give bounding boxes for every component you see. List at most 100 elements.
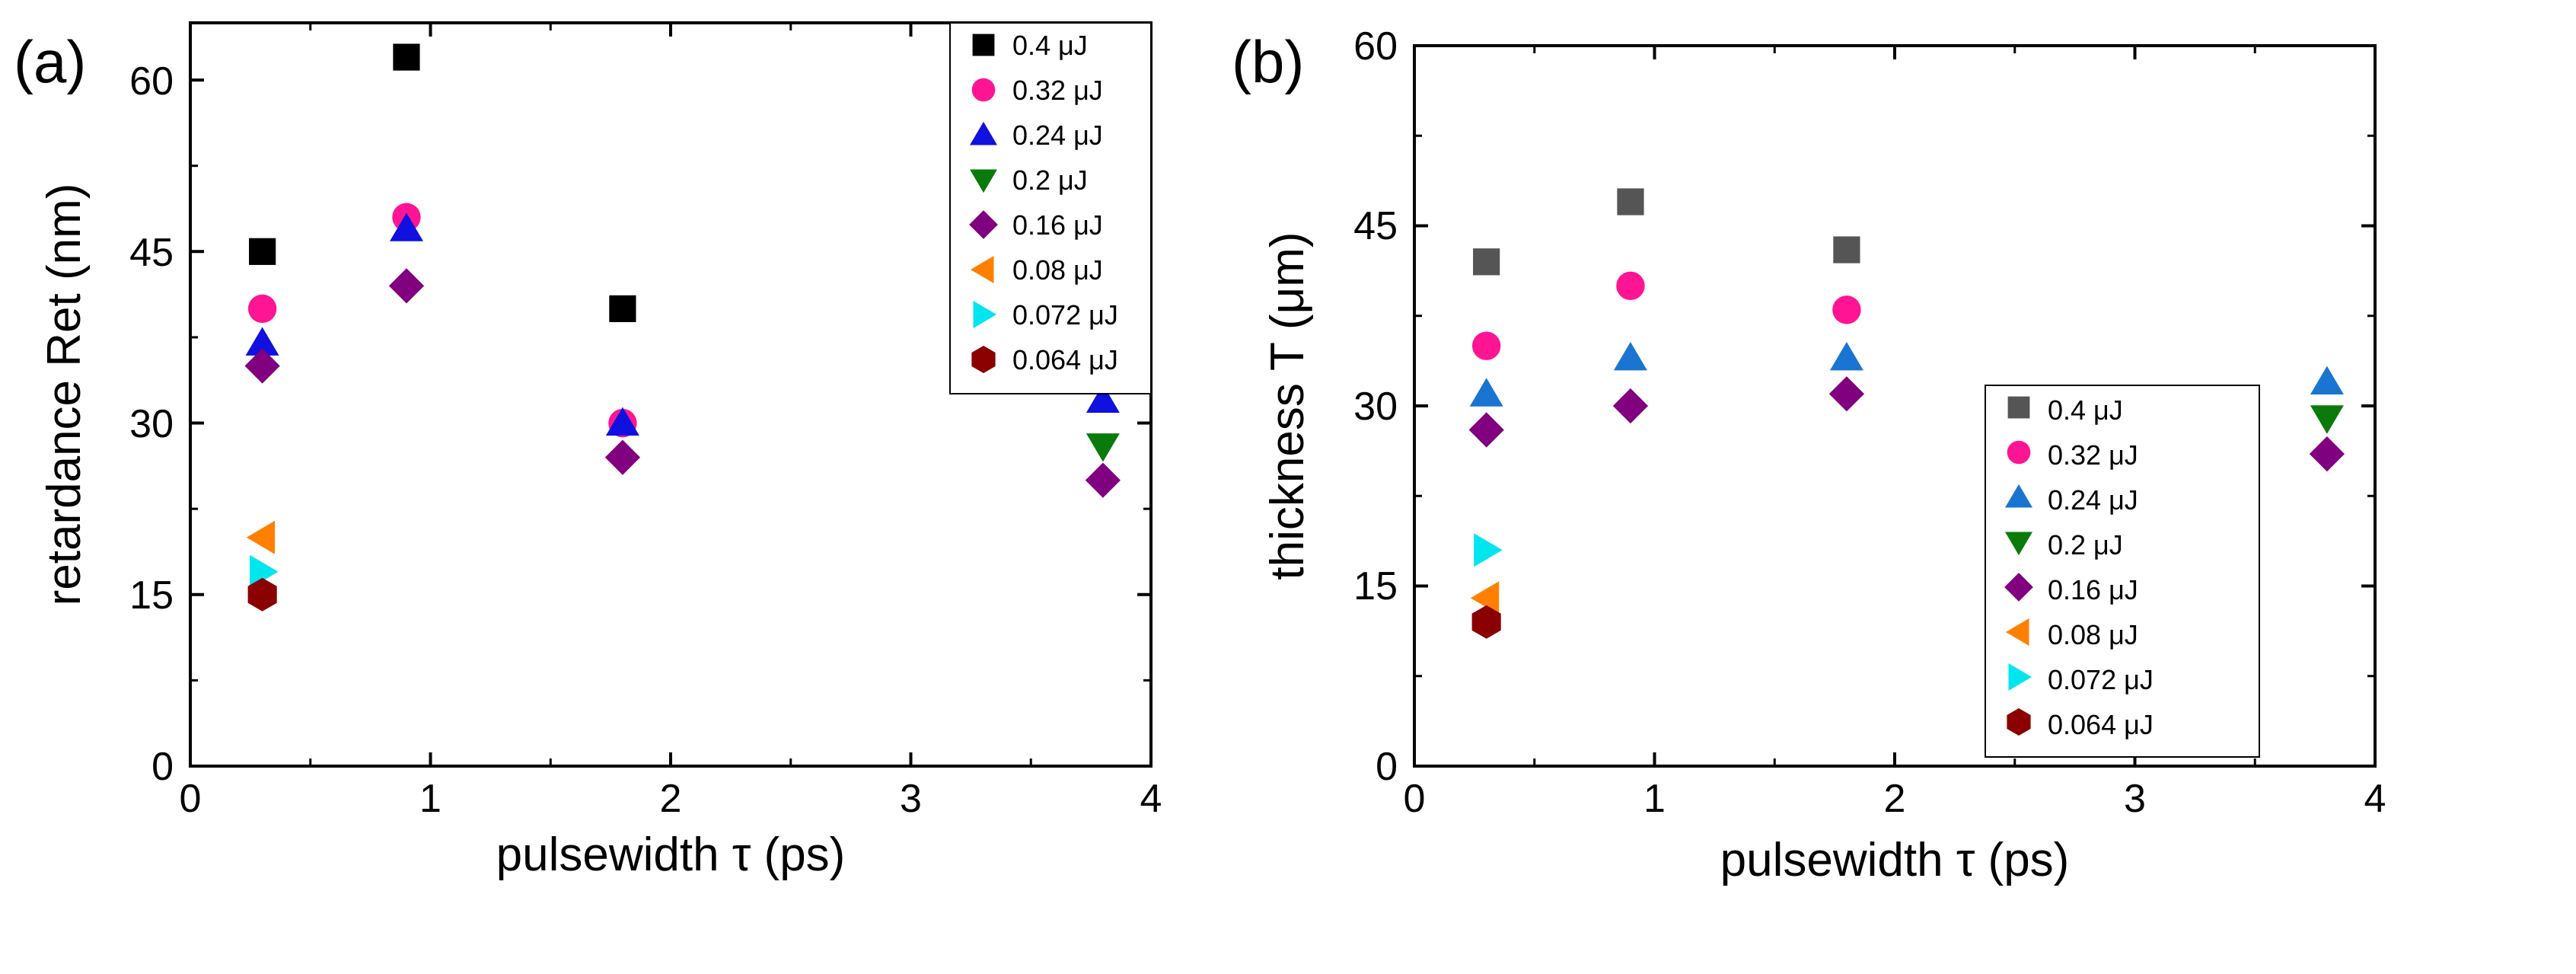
panel-a-y-axis-title: retardance Ret (nm) (38, 184, 91, 606)
panel-b-point-s2-0 (1469, 378, 1503, 407)
panel-a-point-s7-0 (247, 577, 277, 612)
panel-b-xtick-label-3: 3 (2124, 777, 2146, 821)
panel-b-data-points (1468, 188, 2345, 639)
panel-b-ytick-label-2: 30 (1353, 385, 1398, 429)
panel-a-legend-marker-2 (970, 121, 997, 145)
panel-a-point-s0-1 (393, 43, 420, 71)
panel-a-legend-marker-5 (970, 256, 994, 283)
panel-b-x-axis-title: pulsewidth τ (ps) (1720, 834, 2070, 886)
panel-b-point-s2-3 (2310, 366, 2344, 394)
panel-b-legend-label-1: 0.32 μJ (2048, 439, 2138, 471)
panel-b-y-axis-title: thickness T (μm) (1261, 232, 1314, 580)
panel-b-point-s4-2 (1828, 376, 1864, 412)
panel-b-point-s6-0 (1474, 533, 1503, 567)
panel-a-point-s0-0 (249, 238, 276, 265)
panel-b-legend-label-6: 0.072 μJ (2048, 664, 2154, 695)
panel-b-point-s2-1 (1613, 342, 1647, 371)
panel-a-ytick-label-4: 60 (129, 59, 174, 104)
panel-b-point-s5-0 (1470, 581, 1500, 615)
panel-a: (a) 0 15 30 45 60 0 1 2 3 4 pulsewidth τ… (14, 21, 1162, 881)
panel-a-point-s6-0 (250, 554, 279, 589)
panel-a-point-s4-3 (1085, 462, 1121, 498)
panel-a-legend-marker-0 (972, 34, 995, 56)
panel-a-legend-label-5: 0.08 μJ (1012, 254, 1103, 286)
panel-a-point-s3-0 (1086, 433, 1120, 462)
panel-a-legend-label-0: 0.4 μJ (1012, 30, 1088, 61)
panel-b-xtick-label-4: 4 (2364, 777, 2386, 821)
panel-b-ytick-label-0: 0 (1376, 745, 1398, 789)
panel-a-point-s4-2 (604, 439, 640, 475)
panel-b-legend-marker-7 (2007, 708, 2031, 736)
panel-a-label: (a) (14, 28, 86, 95)
panel-a-xtick-label-3: 3 (900, 777, 922, 821)
panel-b-legend-box (1985, 385, 2260, 758)
panel-a-legend-marker-3 (970, 169, 997, 193)
panel-b-legend-label-0: 0.4 μJ (2048, 394, 2123, 426)
panel-a-x-axis-title: pulsewidth τ (ps) (496, 829, 846, 881)
panel-b-xtick-label-0: 0 (1404, 777, 1426, 821)
panel-a-legend-marker-7 (971, 346, 996, 373)
panel-b-point-s0-1 (1617, 188, 1644, 216)
panel-b-point-s1-2 (1832, 295, 1861, 324)
panel-b-point-s4-1 (1612, 388, 1648, 424)
panel-a-xtick-label-4: 4 (1140, 777, 1162, 821)
panel-a-xtick-label-1: 1 (419, 777, 442, 821)
panel-a-legend-label-1: 0.32 μJ (1012, 75, 1103, 106)
panel-b-point-s3-0 (2310, 405, 2344, 434)
panel-a-data-points (244, 43, 1121, 612)
panel-a-legend-marker-4 (969, 210, 998, 239)
panel-b-legend-marker-6 (2008, 663, 2032, 691)
panel-b-legend-marker-1 (2007, 440, 2031, 465)
panel-b-xtick-label-1: 1 (1643, 777, 1666, 821)
panel-a-point-s2-1 (390, 212, 423, 241)
panel-b-legend-label-5: 0.08 μJ (2048, 619, 2138, 650)
panel-b-point-s0-0 (1473, 248, 1500, 276)
panel-a-legend-marker-6 (973, 301, 997, 328)
panel-b-legend (2004, 396, 2033, 736)
panel-a-xtick-label-0: 0 (180, 777, 202, 821)
panel-a-legend-label-2: 0.24 μJ (1012, 120, 1103, 151)
panel-a-legend-label-4: 0.16 μJ (1012, 209, 1103, 241)
panel-a-point-s5-0 (246, 520, 276, 554)
panel-b: (b) 0 15 30 45 60 0 1 2 3 4 pulsewidth τ… (1232, 24, 2386, 886)
panel-a-ytick-label-1: 15 (129, 573, 174, 618)
panel-a-point-s4-0 (244, 348, 280, 384)
panel-b-label: (b) (1232, 28, 1304, 95)
panel-b-legend-marker-2 (2005, 484, 2032, 508)
panel-a-ytick-label-3: 45 (129, 231, 174, 275)
panel-b-point-s4-0 (1468, 412, 1504, 448)
panel-b-point-s2-2 (1829, 342, 1863, 371)
panel-b-legend-marker-5 (2005, 618, 2029, 646)
panel-a-legend-label-7: 0.064 μJ (1012, 344, 1118, 375)
panel-b-legend-label-3: 0.2 μJ (2048, 529, 2123, 560)
panel-a-point-s2-3 (1086, 384, 1120, 413)
panel-b-ytick-label-1: 15 (1353, 564, 1398, 608)
panel-b-legend-marker-3 (2005, 532, 2032, 556)
panel-b-legend-marker-0 (2007, 396, 2030, 419)
panel-a-legend-marker-1 (971, 78, 996, 102)
panel-a-legend-label-6: 0.072 μJ (1012, 299, 1118, 331)
panel-b-ytick-label-4: 60 (1353, 24, 1398, 69)
panel-a-point-s1-0 (247, 294, 277, 324)
panel-b-y-ticks (1414, 44, 2375, 768)
panel-a-xtick-label-2: 2 (660, 777, 682, 821)
panel-b-point-s0-2 (1833, 236, 1860, 263)
panel-a-point-s2-0 (245, 327, 279, 356)
panel-b-point-s1-1 (1616, 271, 1645, 301)
panel-b-point-s7-0 (1471, 605, 1501, 639)
panel-a-ytick-label-0: 0 (151, 745, 174, 789)
panel-b-legend-label-4: 0.16 μJ (2048, 574, 2138, 605)
panel-a-ytick-label-2: 30 (129, 402, 174, 446)
panel-a-legend-label-3: 0.2 μJ (1012, 164, 1088, 196)
panel-b-legend-label-2: 0.24 μJ (2048, 484, 2138, 516)
panel-a-point-s0-2 (609, 295, 636, 322)
panel-b-point-s4-3 (2309, 436, 2345, 472)
panel-b-ytick-label-3: 45 (1353, 204, 1398, 248)
panel-a-legend (969, 34, 998, 373)
panel-b-xtick-label-2: 2 (1884, 777, 1906, 821)
panel-b-legend-marker-4 (2004, 573, 2033, 602)
panel-b-x-ticks (1413, 46, 2377, 766)
panel-a-point-s4-1 (388, 268, 425, 304)
panel-b-point-s1-0 (1471, 331, 1501, 360)
